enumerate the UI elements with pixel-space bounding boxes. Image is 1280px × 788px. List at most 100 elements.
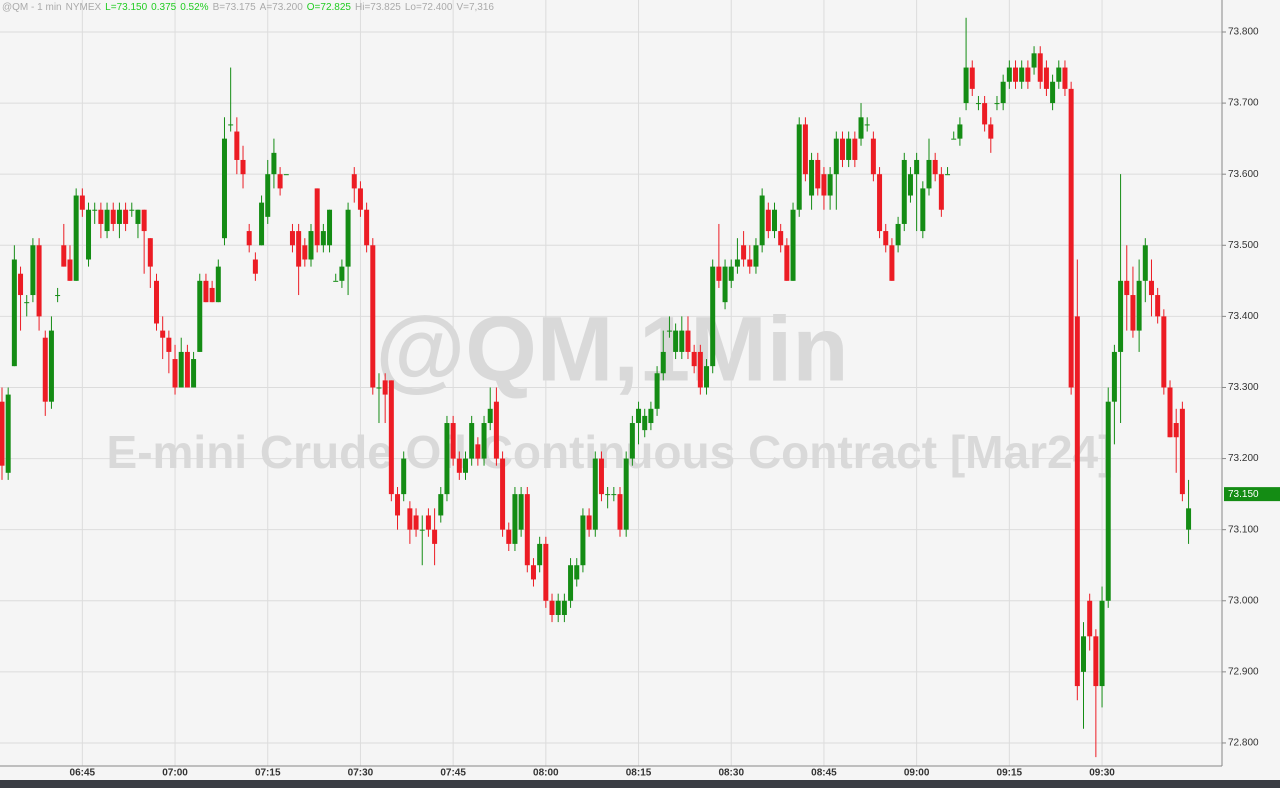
candle-body [1099,600,1105,687]
y-tick-label: 73.400 [1228,311,1259,322]
candle-body [877,174,883,232]
candle-body [413,515,419,530]
candle-body [796,124,802,210]
candle-body [722,266,728,303]
candle-body [166,337,172,352]
x-tick-label: 08:30 [718,768,744,779]
candle-body [747,259,753,267]
candle-body [289,231,295,246]
candle-body [1173,423,1179,438]
candles [0,17,1192,758]
scrollbar [0,780,1280,788]
candle-body [1186,508,1192,530]
candle-body [376,387,382,389]
candle-body [963,67,969,104]
candle-body [1056,67,1062,82]
candle-body [493,401,499,459]
candle-body [308,231,314,260]
x-tick-label: 07:30 [348,768,374,779]
candle-body [753,245,759,267]
candle-body [333,280,339,282]
candle-body [265,174,271,217]
candle-body [339,266,345,281]
candle-body [1161,316,1167,388]
candle-body [666,330,672,332]
candle-body [969,67,975,89]
candle-body [11,259,17,367]
candle-body [86,209,92,260]
candle-body [809,159,815,196]
candle-body [530,565,536,580]
candle-body [907,174,913,196]
candle-body [568,565,574,601]
candle-body [611,494,617,496]
candle-body [883,231,889,246]
candle-body [1105,401,1111,601]
candle-body [555,600,561,615]
y-tick-label: 73.700 [1228,98,1259,109]
candle-body [1081,636,1086,672]
y-tick-label: 73.600 [1228,169,1259,180]
candle-body [1043,67,1049,89]
candle-body [592,458,598,530]
candle-body [191,359,197,388]
candle-body [598,458,604,495]
candle-body [432,529,438,544]
candle-body [827,174,833,196]
y-tick-label: 73.100 [1228,524,1259,535]
candle-body [673,330,679,352]
candle-body [79,195,85,210]
candle-body [1142,245,1148,281]
y-tick-label: 73.000 [1228,595,1259,606]
x-tick-label: 07:45 [440,768,466,779]
candle-body [277,174,283,189]
candle-body [1037,53,1043,82]
candle-body [172,359,178,388]
candle-body [487,408,493,424]
x-tick-label: 09:30 [1089,768,1115,779]
candle-body [154,280,159,324]
candle-body [110,209,116,224]
candle-body [858,117,864,139]
last-price-label: 73.150 [1228,489,1259,500]
candle-body [870,138,876,175]
candle-body [395,494,401,516]
candle-body [660,351,666,374]
candle-body [370,245,376,388]
candle-body [425,515,431,530]
axes: 72.800 72.900 73.000 73.100 73.200 73.300 73.4… [70,27,1280,779]
low: Lo=72.400 [404,2,453,13]
candle-body [475,444,481,459]
candle-body [537,543,543,566]
candle-body [500,458,506,530]
grid [0,0,1222,766]
candle-body [1000,81,1006,104]
candle-body [55,295,61,297]
candle-body [982,103,988,125]
candle-body [203,280,209,303]
candle-body [728,266,734,281]
candle-body [5,394,11,473]
volume: V=7,316 [456,2,494,13]
candle-body [716,266,722,281]
candle-body [135,209,141,224]
candle-body [586,515,592,530]
candle-body [1062,67,1068,89]
candle-body [543,543,549,601]
candle-body [0,401,5,466]
y-tick-label: 73.800 [1228,27,1259,38]
candle-body [1006,67,1012,82]
candle-body [351,174,357,189]
candle-body [147,238,153,267]
x-tick-label: 06:45 [70,768,96,779]
candle-body [1013,67,1019,82]
plot-area [0,0,1222,766]
candle-body [957,124,963,139]
x-tick-label: 08:00 [533,768,559,779]
candle-body [864,124,870,126]
last: L=73.150 [105,2,148,13]
candle-body [512,494,518,544]
candle-body [926,159,932,189]
last-price-tag [1224,487,1280,502]
candle-body [574,565,580,580]
